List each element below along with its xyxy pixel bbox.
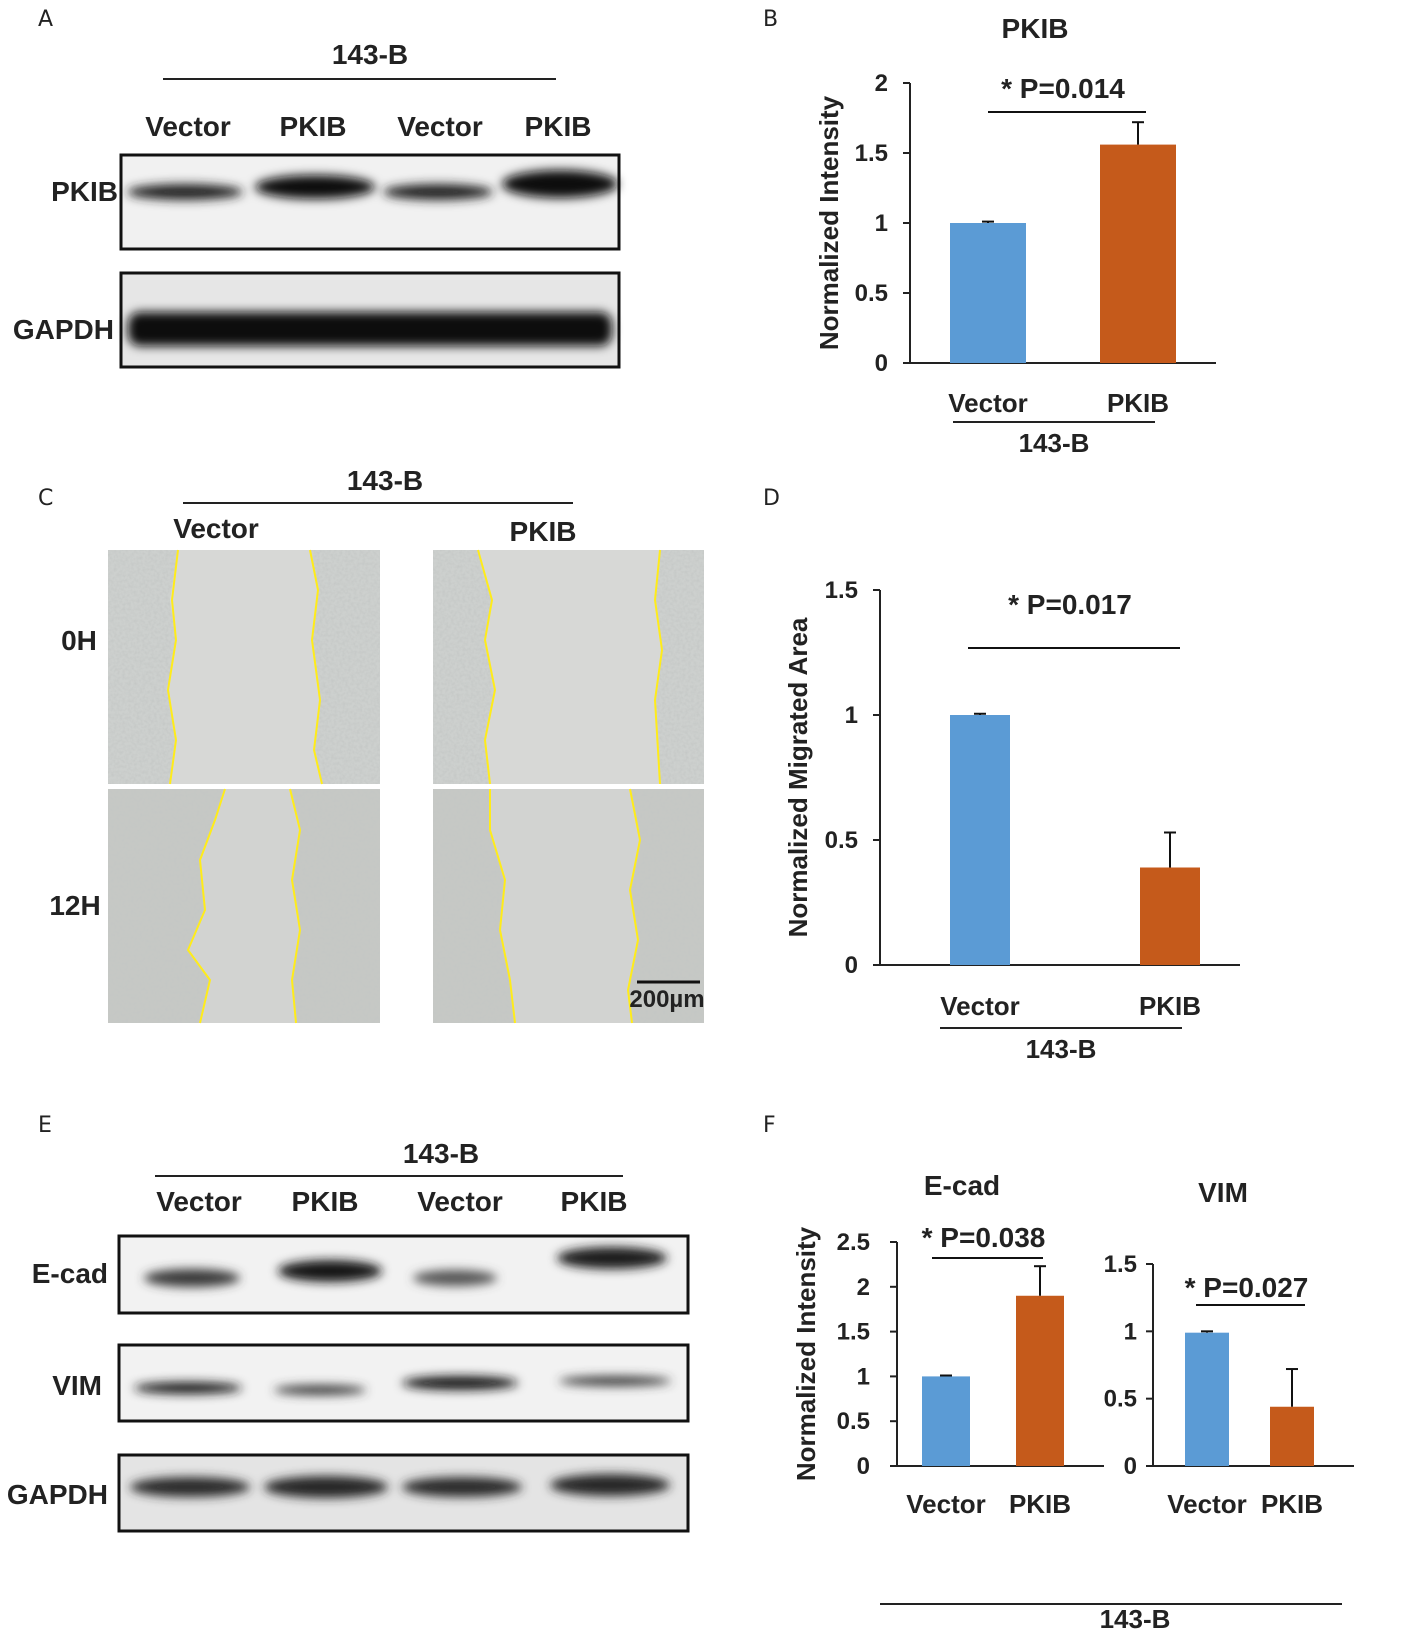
chart-f1-title: E-cad (924, 1170, 1000, 1201)
chart-d-category-label: Vector (940, 991, 1020, 1021)
chart-f1-bar-pkib (1016, 1295, 1064, 1466)
chart-d-ytick-label: 0.5 (825, 827, 858, 854)
image-vector-12h (108, 788, 380, 1024)
panel-e-blot-vim (117, 1343, 690, 1423)
panel-e-blot-gapdh (117, 1453, 690, 1533)
panel-a-row-pkib: PKIB (51, 176, 118, 207)
chart-b-ytick-label: 1.5 (855, 140, 888, 167)
chart-f1-ytick-label: 2 (857, 1274, 870, 1301)
chart-b-significance-label: * P=0.014 (1001, 73, 1125, 104)
chart-d-migrated-area: Normalized Migrated Area 0 0.5 1 1.5 Vector PK… (783, 577, 1240, 1064)
chart-b-ylabel: Normalized Intensity (814, 95, 844, 350)
chart-f2-ytick-label: 0 (1124, 1453, 1137, 1480)
panel-e-group-label: 143-B (403, 1138, 479, 1169)
panel-a-blot-pkib (119, 153, 621, 251)
chart-b-category-label: PKIB (1107, 388, 1169, 418)
panel-d-letter: D (763, 486, 780, 511)
chart-b-pkib-intensity: PKIB Normalized Intensity 0 0.5 1 1.5 2 Vector P… (814, 13, 1216, 458)
panel-a-row-gapdh: GAPDH (13, 314, 114, 345)
panel-a-western-blot: A 143-B Vector PKIB Vector PKIB PKIB GAP… (13, 7, 621, 369)
chart-b-bar-pkib (1100, 144, 1176, 363)
chart-d-ylabel: Normalized Migrated Area (783, 617, 813, 937)
panel-c-row-0h: 0H (61, 625, 97, 656)
panel-c-col-pkib: PKIB (510, 516, 577, 547)
chart-b-ytick-label: 0 (875, 350, 888, 377)
panel-e-row-gapdh: GAPDH (7, 1479, 108, 1510)
panel-e-lane-1: Vector (156, 1186, 242, 1217)
panel-e-lane-2: PKIB (292, 1186, 359, 1217)
chart-d-ytick-label: 0 (845, 952, 858, 979)
panel-e-western-blot: E 143-B Vector PKIB Vector PKIB E-cad VI… (7, 1113, 690, 1533)
chart-f2-bar-vector (1185, 1332, 1229, 1466)
panel-a-lane-1: Vector (145, 111, 231, 142)
panel-a-lane-3: Vector (397, 111, 483, 142)
chart-f1-ytick-label: 0 (857, 1453, 870, 1480)
chart-f2-category-label: Vector (1167, 1489, 1247, 1519)
panel-a-lane-2: PKIB (280, 111, 347, 142)
chart-f1-ytick-label: 1 (857, 1363, 870, 1390)
chart-f1-bar-vector (922, 1376, 970, 1466)
panel-a-letter: A (38, 7, 53, 32)
panel-b-letter: B (763, 7, 778, 32)
chart-d-significance-label: * P=0.017 (1008, 589, 1132, 620)
chart-f2-significance-label: * P=0.027 (1185, 1272, 1309, 1303)
chart-d-bar-vector (950, 715, 1010, 965)
image-pkib-0h (433, 549, 704, 785)
chart-f1-ylabel: Normalized Intensity (791, 1226, 821, 1481)
chart-d-group-label: 143-B (1026, 1034, 1097, 1064)
chart-f2-ytick-label: 1.5 (1104, 1251, 1137, 1278)
panel-a-blot-gapdh (119, 271, 621, 369)
chart-f2-category-label: PKIB (1261, 1489, 1323, 1519)
panel-c-letter: C (38, 486, 53, 511)
panel-e-lane-4: PKIB (561, 1186, 628, 1217)
panel-a-lane-4: PKIB (525, 111, 592, 142)
panel-f-group-label: 143-B (1100, 1604, 1171, 1634)
chart-f2-title: VIM (1198, 1177, 1248, 1208)
panel-c-group-label: 143-B (347, 465, 423, 496)
chart-f1-category-label: Vector (906, 1489, 986, 1519)
panel-e-row-vim: VIM (52, 1370, 102, 1401)
chart-d-ytick-label: 1.5 (825, 577, 858, 604)
chart-f2-ytick-label: 1 (1124, 1318, 1137, 1345)
image-pkib-12h (433, 788, 704, 1024)
panel-e-letter: E (38, 1113, 52, 1138)
chart-d-ytick-label: 1 (845, 702, 858, 729)
scale-bar-label: 200µm (629, 986, 704, 1013)
chart-f2-ytick-label: 0.5 (1104, 1386, 1137, 1413)
chart-f1-significance-label: * P=0.038 (922, 1222, 1046, 1253)
chart-b-group-label: 143-B (1019, 428, 1090, 458)
panel-c-row-12h: 12H (49, 890, 100, 921)
chart-b-ytick-label: 2 (875, 70, 888, 97)
chart-b-title: PKIB (1002, 13, 1069, 44)
chart-b-ytick-label: 0.5 (855, 280, 888, 307)
image-vector-0h (108, 549, 380, 785)
chart-d-bar-pkib (1140, 867, 1200, 965)
chart-f2-bar-pkib (1270, 1406, 1314, 1466)
chart-f1-category-label: PKIB (1009, 1489, 1071, 1519)
chart-b-category-label: Vector (948, 388, 1028, 418)
panel-c-col-vector: Vector (173, 513, 259, 544)
chart-f-vim-intensity: VIM 0 0.5 1 1.5 Vector PKIB * P=0.027 (1104, 1177, 1354, 1519)
chart-b-bar-vector (950, 223, 1026, 363)
panel-e-lane-3: Vector (417, 1186, 503, 1217)
chart-f1-ytick-label: 1.5 (837, 1319, 870, 1346)
panel-c-wound-healing: C 143-B Vector PKIB 0H 12H (38, 465, 705, 1024)
panel-e-blot-ecad (117, 1234, 690, 1315)
chart-d-category-label: PKIB (1139, 991, 1201, 1021)
panel-a-group-label: 143-B (332, 39, 408, 70)
chart-f1-ytick-label: 2.5 (837, 1229, 870, 1256)
chart-b-ytick-label: 1 (875, 210, 888, 237)
chart-f-ecad-intensity: E-cad Normalized Intensity 0 0.5 1 1.5 2 2.5 Vec… (791, 1170, 1104, 1519)
panel-e-row-ecad: E-cad (32, 1258, 108, 1289)
panel-f-letter: F (763, 1113, 776, 1138)
chart-f1-ytick-label: 0.5 (837, 1408, 870, 1435)
